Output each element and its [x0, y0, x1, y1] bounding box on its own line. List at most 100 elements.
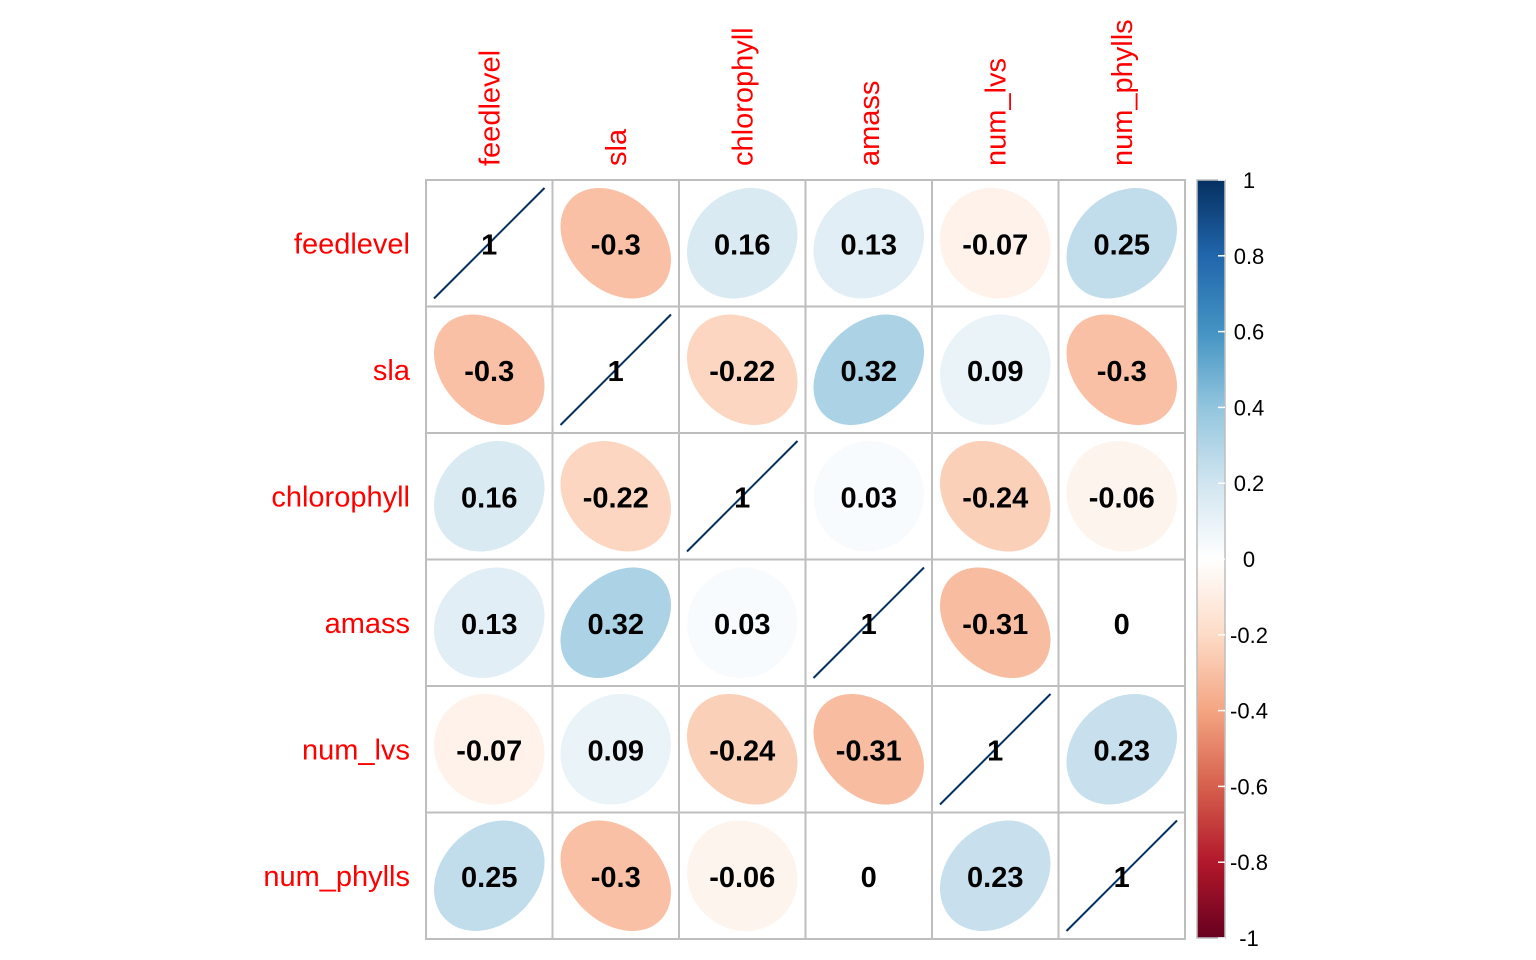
column-label-num-phylls: num_phylls	[1107, 19, 1139, 166]
correlation-value: 0.25	[461, 862, 517, 894]
correlation-value: 1	[987, 735, 1003, 767]
cell-amass-num-lvs: -0.31	[931, 558, 1060, 687]
cell-chlorophyll-feedlevel: 0.16	[425, 432, 554, 561]
correlation-value: 0.32	[841, 356, 897, 388]
correlation-ellipse	[434, 820, 545, 931]
cell-chlorophyll-num-phylls: -0.06	[1057, 432, 1186, 561]
correlation-value: 0.09	[588, 735, 644, 767]
correlation-ellipse	[1066, 187, 1178, 299]
column-label-num-lvs: num_lvs	[980, 58, 1012, 166]
cell-num-phylls-chlorophyll: -0.06	[678, 811, 807, 940]
correlation-ellipse	[434, 441, 545, 552]
column-label-amass: amass	[854, 81, 886, 166]
matrix-frame	[425, 179, 1186, 940]
cell-feedlevel-amass: 0.13	[804, 179, 933, 308]
correlation-ellipse	[434, 567, 545, 679]
correlation-value: -0.31	[836, 735, 902, 767]
cell-amass-num-phylls: 0	[1057, 558, 1186, 687]
color-scale-tick-label: 0.4	[1234, 395, 1265, 420]
correlation-ellipse	[560, 567, 672, 679]
correlation-line	[433, 187, 546, 300]
correlation-ellipse	[940, 314, 1051, 425]
color-scale-tick-label: 0.8	[1234, 244, 1265, 269]
correlation-ellipse	[686, 693, 798, 805]
correlation-ellipse	[813, 441, 924, 552]
color-scale-tick-label: -0.2	[1230, 623, 1268, 648]
correlation-ellipse	[813, 820, 924, 931]
correlation-value: 1	[734, 482, 750, 514]
correlation-ellipse	[1066, 567, 1177, 678]
cell-chlorophyll-sla: -0.22	[551, 432, 680, 561]
color-scale-tick-label: 0.6	[1234, 320, 1265, 345]
correlation-value: 0	[1114, 609, 1130, 641]
row-label-num-lvs: num_lvs	[302, 734, 410, 766]
cell-amass-amass: 1	[804, 558, 933, 687]
correlation-ellipse	[939, 187, 1051, 299]
correlation-value: 0.03	[841, 482, 897, 514]
cell-chlorophyll-num-lvs: -0.24	[931, 432, 1060, 561]
cell-num-lvs-num-phylls: 0.23	[1057, 685, 1186, 814]
correlation-ellipse	[1066, 314, 1177, 425]
correlation-ellipse	[687, 567, 798, 679]
cell-sla-feedlevel: -0.3	[425, 305, 554, 434]
color-scale-tick-label: 0	[1243, 547, 1255, 572]
correlation-value: -0.07	[962, 229, 1028, 261]
correlation-value: -0.06	[1089, 482, 1155, 514]
correlation-value: -0.07	[456, 735, 522, 767]
correlation-value: 0.03	[714, 609, 770, 641]
correlation-value: -0.22	[583, 482, 649, 514]
cell-sla-amass: 0.32	[804, 305, 933, 434]
cell-feedlevel-num-phylls: 0.25	[1057, 179, 1186, 308]
cell-num-phylls-amass: 0	[804, 811, 933, 940]
correlation-ellipse	[560, 693, 672, 805]
cell-num-lvs-chlorophyll: -0.24	[678, 685, 807, 814]
correlation-value: -0.3	[591, 862, 641, 894]
column-label-feedlevel: feedlevel	[474, 50, 506, 166]
cell-feedlevel-sla: -0.3	[551, 179, 680, 308]
correlation-matrix: 1 -0.3 0.16 0.13 -0.07 0.25-0.3 1 -0.22 0.32 0.09…	[425, 179, 1186, 940]
color-scale-tick-label: 1	[1243, 168, 1255, 193]
correlation-ellipse	[1066, 694, 1177, 805]
cell-amass-sla: 0.32	[551, 558, 680, 687]
correlation-value: 0.13	[461, 609, 517, 641]
correlation-value: 0.32	[588, 609, 644, 641]
correlation-ellipse	[939, 440, 1051, 552]
correlation-value: -0.24	[962, 482, 1028, 514]
correlation-value: -0.22	[709, 356, 775, 388]
correlation-value: -0.06	[709, 862, 775, 894]
correlation-ellipse	[434, 693, 545, 805]
correlation-ellipse	[939, 820, 1051, 931]
correlation-value: 1	[481, 229, 497, 261]
cell-sla-num-phylls: -0.3	[1057, 305, 1186, 434]
row-label-sla: sla	[373, 355, 411, 387]
color-scale-tick-label: -1	[1239, 926, 1259, 951]
correlation-ellipse	[433, 314, 545, 426]
correlation-value: 0.09	[967, 356, 1023, 388]
color-scale-tick-label: -0.8	[1230, 850, 1268, 875]
cell-num-phylls-feedlevel: 0.25	[425, 811, 554, 940]
cell-num-phylls-num-phylls: 1	[1057, 811, 1186, 940]
correlation-value: -0.3	[464, 356, 514, 388]
correlation-line	[1065, 819, 1178, 932]
cell-feedlevel-feedlevel: 1	[425, 179, 554, 308]
cell-sla-num-lvs: 0.09	[931, 305, 1060, 434]
correlation-value: -0.31	[962, 609, 1028, 641]
correlation-line	[686, 440, 799, 553]
cell-chlorophyll-chlorophyll: 1	[678, 432, 807, 561]
correlation-value: 0.25	[1094, 229, 1150, 261]
cell-num-phylls-num-lvs: 0.23	[931, 811, 1060, 940]
correlation-value: 0.23	[967, 862, 1023, 894]
cell-num-lvs-num-lvs: 1	[931, 685, 1060, 814]
cell-chlorophyll-amass: 0.03	[804, 432, 933, 561]
row-label-num-phylls: num_phylls	[263, 861, 410, 893]
correlation-line	[559, 313, 672, 426]
correlation-ellipse	[813, 188, 924, 299]
correlation-value: 0.16	[461, 482, 517, 514]
color-scale-tick-label: -0.4	[1230, 699, 1268, 724]
correlation-ellipse	[813, 314, 925, 426]
cell-amass-feedlevel: 0.13	[425, 558, 554, 687]
correlation-ellipse	[560, 820, 672, 932]
correlation-value: 0.23	[1094, 735, 1150, 767]
cell-sla-sla: 1	[551, 305, 680, 434]
